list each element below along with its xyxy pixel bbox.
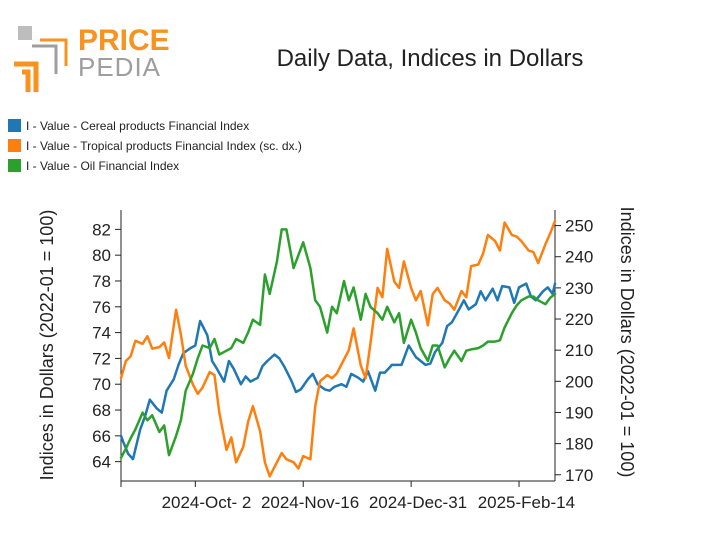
logo-mark-gray [18,26,32,40]
logo-mark-orange-line [40,38,68,66]
y-axis-right-title: Indices in Dollars (2022-01 = 100) [617,207,637,478]
y-left-tick-label: 74 [92,324,111,343]
y-right-tick-label: 180 [565,435,593,454]
y-left-tick-label: 82 [92,220,111,239]
y-axis-left-title: Indices in Dollars (2022-01 = 100) [37,210,57,481]
x-tick-label: 2024-Dec-31 [369,493,467,512]
logo-word-pedia: PEDIA [78,52,161,82]
logo-mark-gray-line [32,44,58,74]
y-right-tick-label: 210 [565,341,593,360]
series-line [119,228,557,460]
y-left-tick-label: 70 [92,375,111,394]
y-left-tick-label: 76 [92,298,111,317]
series-line [119,282,557,461]
y-right-tick-label: 190 [565,403,593,422]
y-right-tick-label: 250 [565,217,593,236]
y-right-tick-label: 240 [565,248,593,267]
x-tick-label: 2024-Nov-16 [261,493,359,512]
logo-mark-orange-outer [14,61,39,92]
pricepedia-logo: PRICE PEDIA [14,24,170,92]
legend: I - Value - Cereal products Financial In… [8,119,302,173]
y-left-tick-label: 78 [92,272,111,291]
y-left-tick-label: 72 [92,349,111,368]
legend-swatch [8,119,21,132]
y-left-tick-label: 66 [92,427,111,446]
logo-word-price: PRICE [78,24,170,57]
legend-label: I - Value - Oil Financial Index [26,159,179,173]
logo-mark-orange-inner [22,69,31,92]
chart-title: Daily Data, Indices in Dollars [277,45,584,72]
y-left-tick-label: 64 [92,453,111,472]
legend-swatch [8,159,21,172]
series-line [119,219,557,478]
y-right-tick-label: 200 [565,372,593,391]
x-tick-label: 2025-Feb-14 [478,493,575,512]
series-group [119,219,557,478]
y-left-tick-label: 80 [92,246,111,265]
y-left-tick-label: 68 [92,401,111,420]
legend-swatch [8,139,21,152]
legend-label: I - Value - Cereal products Financial In… [26,119,249,133]
y-right-tick-label: 170 [565,466,593,485]
y-right-tick-label: 230 [565,279,593,298]
y-right-tick-label: 220 [565,310,593,329]
legend-label: I - Value - Tropical products Financial … [26,139,302,153]
x-tick-label: 2024-Oct- 2 [162,493,252,512]
axes: 64 66 68 70 72 74 76 78 80 82 170 180 190 200 210 220 23… [92,210,593,512]
